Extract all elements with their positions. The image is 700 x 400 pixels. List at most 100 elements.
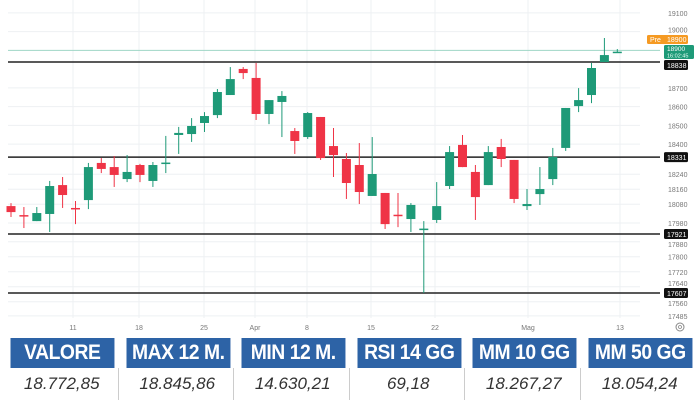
candle-up xyxy=(548,156,558,180)
candle-up xyxy=(212,92,222,116)
header-max-12m: MAX 12 M. xyxy=(126,338,230,368)
candle-up xyxy=(148,165,158,181)
current-price-label: 18900 xyxy=(667,46,685,53)
premarket-price: 18900 xyxy=(667,37,687,44)
candle-up xyxy=(187,125,197,135)
x-tick-label: Apr xyxy=(250,325,262,332)
y-tick-label: 18080 xyxy=(668,202,688,209)
candle-down xyxy=(509,159,519,199)
header-rsi-14gg: RSI 14 GG xyxy=(357,338,461,368)
y-tick-label: 17980 xyxy=(668,221,688,228)
candle-up xyxy=(522,204,532,207)
candle-down xyxy=(496,146,506,159)
candle-down xyxy=(316,116,326,159)
candle-up xyxy=(225,79,235,96)
value-mm-50gg: 18.054,24 xyxy=(601,374,678,393)
x-tick-label: 11 xyxy=(69,325,76,332)
level-badge-label: 17921 xyxy=(667,232,687,239)
candle-up xyxy=(432,206,442,220)
premarket-tag: Pre xyxy=(650,37,661,44)
level-badge-label: 17607 xyxy=(667,291,687,298)
candle-up xyxy=(45,186,55,214)
candle-up xyxy=(406,204,416,220)
level-badge xyxy=(664,287,688,298)
gear-icon-center xyxy=(678,325,682,329)
candle-up xyxy=(83,167,93,201)
candle-down xyxy=(380,192,390,225)
value-min-12m: 14.630,21 xyxy=(237,368,350,400)
level-badge-label: 18838 xyxy=(667,63,687,70)
candle-up xyxy=(561,107,571,148)
level-badge xyxy=(664,229,688,240)
level-badge-label: 18331 xyxy=(667,155,687,162)
y-tick-label: 18240 xyxy=(668,172,688,179)
x-tick-label: 8 xyxy=(305,325,309,332)
candle-up xyxy=(367,174,377,196)
value-valore: 18.772,85 xyxy=(6,368,119,400)
x-tick-label: 18 xyxy=(135,325,143,332)
current-price-badge xyxy=(664,45,694,59)
x-tick-label: Mag xyxy=(521,325,535,332)
candle-down xyxy=(109,167,119,175)
candle-up xyxy=(612,51,622,54)
candle-up xyxy=(161,162,171,165)
candle-down xyxy=(470,171,480,198)
candle-up xyxy=(200,116,209,123)
candle-down xyxy=(19,215,29,217)
y-tick-label: 18500 xyxy=(668,123,688,130)
candle-up xyxy=(174,132,184,135)
y-tick-label: 17880 xyxy=(668,242,688,249)
candle-up xyxy=(419,228,429,231)
y-tick-label: 17640 xyxy=(668,281,688,288)
candle-down xyxy=(354,165,364,193)
candle-up xyxy=(32,213,42,222)
level-badge xyxy=(664,152,688,163)
candle-down xyxy=(96,162,106,169)
gear-icon[interactable] xyxy=(675,322,685,332)
y-tick-label: 17800 xyxy=(668,255,688,262)
candle-down xyxy=(251,77,261,114)
x-tick-label: 25 xyxy=(200,325,208,332)
header-mm-50gg: MM 50 GG xyxy=(588,338,692,368)
candle-down xyxy=(238,68,248,74)
candle-down xyxy=(393,214,403,217)
header-valore: VALORE xyxy=(10,338,114,368)
candle-up xyxy=(277,95,287,102)
level-badge xyxy=(664,60,688,70)
candle-up xyxy=(483,152,493,186)
y-tick-label: 18160 xyxy=(668,187,688,194)
premarket-badge xyxy=(647,35,688,44)
candle-up xyxy=(587,68,596,96)
value-max-12m: 18.845,86 xyxy=(122,368,234,400)
candle-down xyxy=(135,165,145,175)
current-price-time: 16:02:45 xyxy=(667,54,688,60)
candle-down xyxy=(329,146,338,156)
y-tick-label: 17720 xyxy=(668,270,688,277)
candle-up xyxy=(599,55,609,62)
x-tick-label: 22 xyxy=(431,325,439,332)
candle-down xyxy=(290,131,300,141)
y-tick-label: 19100 xyxy=(668,11,688,18)
y-tick-label: 18700 xyxy=(668,86,688,93)
candlestick-chart[interactable]: 19100 19000 18700 18600 18500 18400 18240 18160… xyxy=(0,0,700,336)
stats-table: VALORE MAX 12 M. MIN 12 M. RSI 14 GG MM … xyxy=(6,338,696,400)
y-tick-label: 18400 xyxy=(668,142,688,149)
candle-up xyxy=(122,171,132,180)
header-min-12m: MIN 12 M. xyxy=(241,338,345,368)
candle-down xyxy=(341,158,351,184)
value-mm-10gg: 18.267,27 xyxy=(468,368,581,400)
x-tick-label: 15 xyxy=(367,325,375,332)
candle-up xyxy=(535,189,545,195)
header-mm-10gg: MM 10 GG xyxy=(472,338,576,368)
x-tick-label: 13 xyxy=(616,325,624,332)
value-rsi-14gg: 69,18 xyxy=(353,368,465,400)
candle-up xyxy=(264,100,274,114)
y-tick-label: 17560 xyxy=(668,301,688,308)
candle-up xyxy=(574,100,584,107)
candle-down xyxy=(458,144,467,168)
candle-up xyxy=(303,113,313,138)
y-tick-label: 18600 xyxy=(668,105,688,112)
candle-down xyxy=(58,185,68,196)
candle-up xyxy=(445,152,455,187)
y-tick-label: 19000 xyxy=(668,28,688,35)
